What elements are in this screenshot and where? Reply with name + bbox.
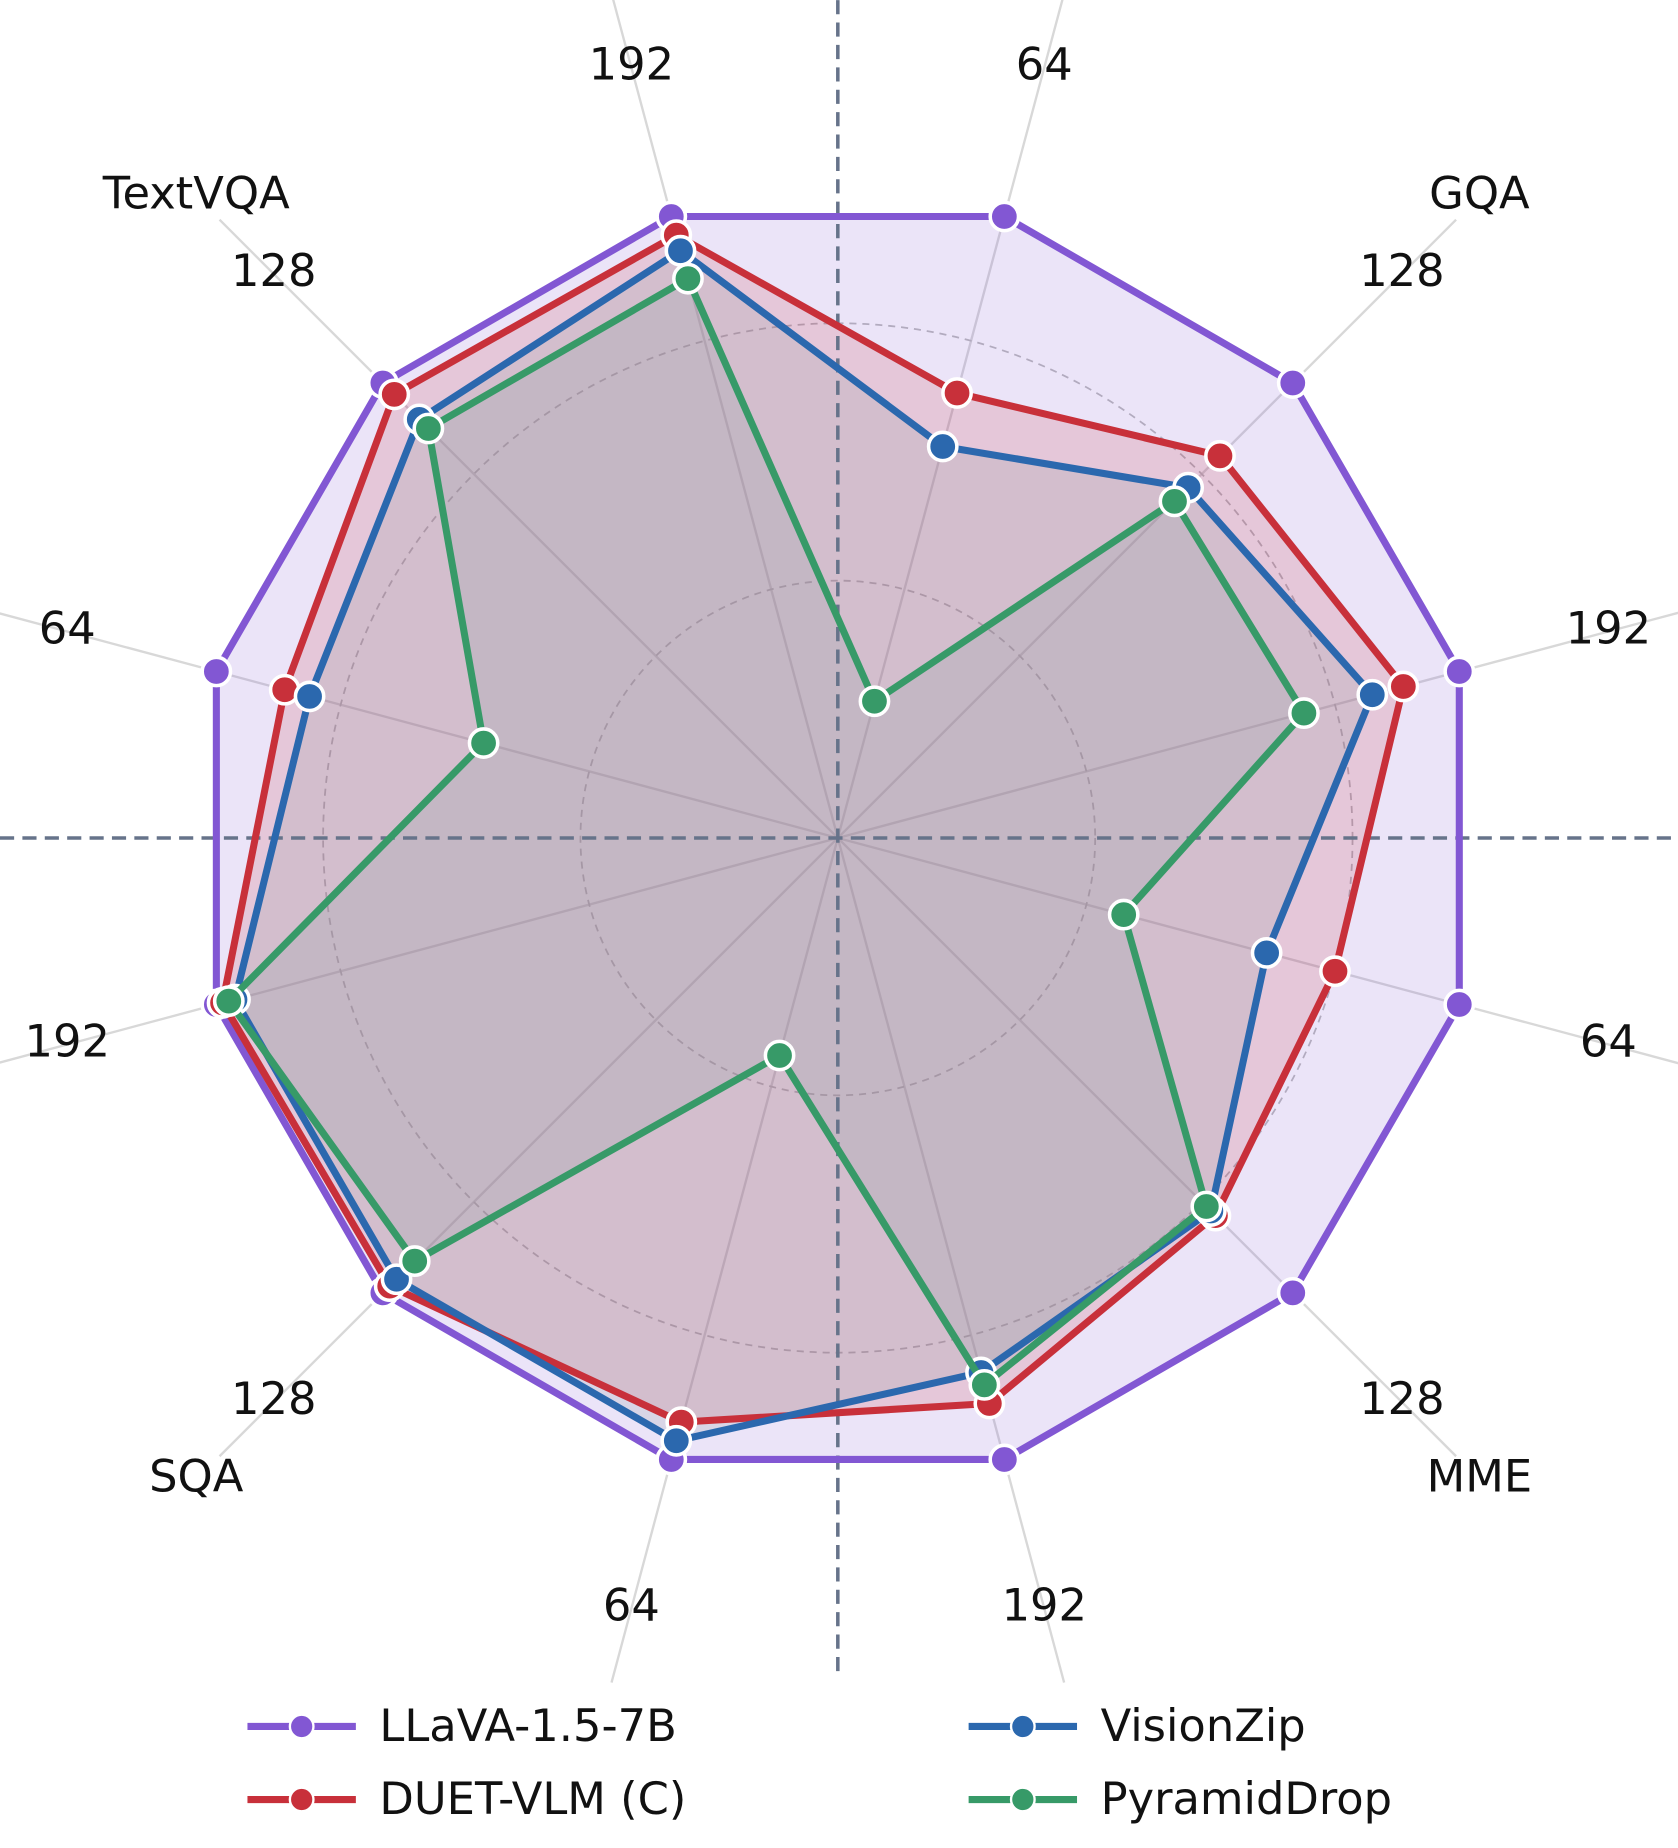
- series-area: [222, 235, 1404, 1423]
- legend-marker: [1009, 1713, 1036, 1740]
- group-label: MME: [1427, 1450, 1533, 1503]
- legend-label: LLaVA-1.5-7B: [379, 1699, 676, 1752]
- point: [378, 378, 411, 411]
- point: [1356, 678, 1389, 711]
- category-label: 128: [1359, 1372, 1444, 1425]
- point: [1288, 697, 1320, 729]
- series-area: [234, 250, 1373, 1441]
- category-label: 64: [39, 602, 96, 655]
- spoke: [836, 837, 1066, 1683]
- group-label: SQA: [149, 1450, 244, 1503]
- point: [858, 685, 891, 718]
- category-label: 192: [25, 1014, 110, 1067]
- category-label: 128: [1359, 244, 1444, 297]
- legend-marker: [288, 1786, 315, 1813]
- point: [398, 1245, 431, 1277]
- point: [293, 680, 326, 713]
- category-label: 192: [1566, 602, 1651, 655]
- point: [1387, 670, 1420, 703]
- spoke: [612, 0, 839, 839]
- category-label: 64: [1016, 37, 1073, 90]
- legend-label: VisionZip: [1101, 1699, 1306, 1752]
- point: [1158, 485, 1191, 518]
- point: [1276, 1277, 1309, 1309]
- point: [968, 1368, 1001, 1401]
- point: [763, 1039, 796, 1072]
- spoke: [218, 837, 839, 1458]
- point: [1443, 655, 1476, 688]
- category-label: 192: [589, 37, 674, 90]
- point: [1107, 898, 1140, 931]
- point: [212, 985, 245, 1018]
- point: [412, 412, 445, 445]
- point: [200, 655, 233, 688]
- legend-marker: [1009, 1786, 1036, 1813]
- point: [1443, 988, 1476, 1021]
- legend-label: PyramidDrop: [1101, 1772, 1392, 1825]
- spoke: [837, 611, 1678, 840]
- point: [1190, 1190, 1223, 1223]
- point: [1319, 955, 1351, 988]
- point: [672, 262, 704, 295]
- spoke: [836, 837, 1457, 1458]
- spoke: [218, 218, 839, 839]
- point: [926, 430, 959, 463]
- category-label: 128: [231, 244, 316, 297]
- group-label: GQA: [1429, 166, 1530, 219]
- category-label: 64: [603, 1579, 660, 1632]
- spoke: [610, 837, 839, 1683]
- category-label: 128: [231, 1372, 316, 1425]
- series-area: [228, 278, 1304, 1385]
- point: [988, 1443, 1021, 1476]
- point: [1204, 439, 1236, 472]
- point: [1250, 936, 1283, 969]
- category-label: 64: [1580, 1014, 1637, 1067]
- point: [1276, 367, 1309, 399]
- spoke: [836, 218, 1457, 839]
- group-label: TextVQA: [102, 166, 290, 219]
- legend-label: DUET-VLM (C): [379, 1772, 686, 1825]
- grid-circle: [579, 579, 1097, 1097]
- point: [988, 200, 1021, 233]
- category-label: 192: [1002, 1579, 1087, 1632]
- point: [660, 1424, 693, 1457]
- spoke: [0, 836, 839, 1064]
- point: [941, 377, 973, 409]
- point: [467, 727, 500, 759]
- legend-marker: [288, 1713, 315, 1740]
- spoke: [0, 612, 839, 840]
- point: [664, 234, 697, 267]
